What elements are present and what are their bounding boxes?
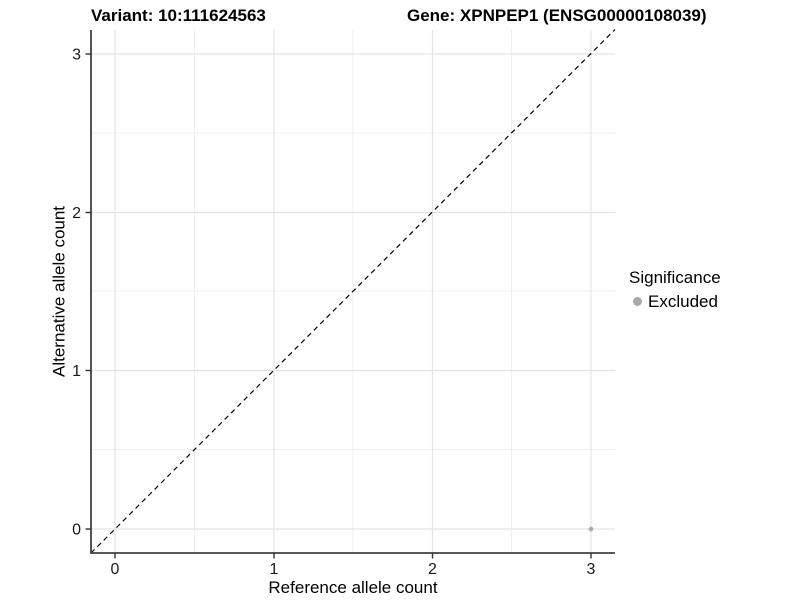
x-tick-1: 1	[270, 561, 279, 578]
x-axis-tick-labels: 0 1 2 3	[111, 561, 596, 578]
y-tick-3: 3	[72, 47, 81, 64]
x-tick-2: 2	[428, 561, 437, 578]
y-tick-1: 1	[72, 363, 81, 380]
legend-item-excluded: Excluded	[629, 292, 721, 311]
x-axis-title: Reference allele count	[268, 578, 437, 597]
y-axis-tick-labels: 3 2 1 0	[72, 47, 81, 539]
y-axis-ticks	[85, 53, 91, 530]
legend: Significance Excluded	[629, 268, 721, 311]
x-tick-0: 0	[111, 561, 120, 578]
plot-title-gene: Gene: XPNPEP1 (ENSG00000108039)	[407, 6, 707, 25]
y-tick-2: 2	[72, 205, 81, 222]
legend-item-label: Excluded	[648, 292, 718, 311]
legend-title: Significance	[629, 268, 721, 287]
data-point-excluded	[588, 526, 594, 532]
plot-title-variant: Variant: 10:111624563	[91, 6, 266, 25]
excluded-marker-circle-icon	[633, 297, 642, 306]
x-tick-3: 3	[587, 561, 596, 578]
grid-minor	[91, 30, 615, 553]
grid-major	[91, 30, 615, 553]
x-axis-ticks	[114, 553, 592, 559]
y-axis-title: Alternative allele count	[50, 206, 69, 377]
identity-reference-line	[90, 29, 616, 554]
y-tick-0: 0	[72, 522, 81, 539]
